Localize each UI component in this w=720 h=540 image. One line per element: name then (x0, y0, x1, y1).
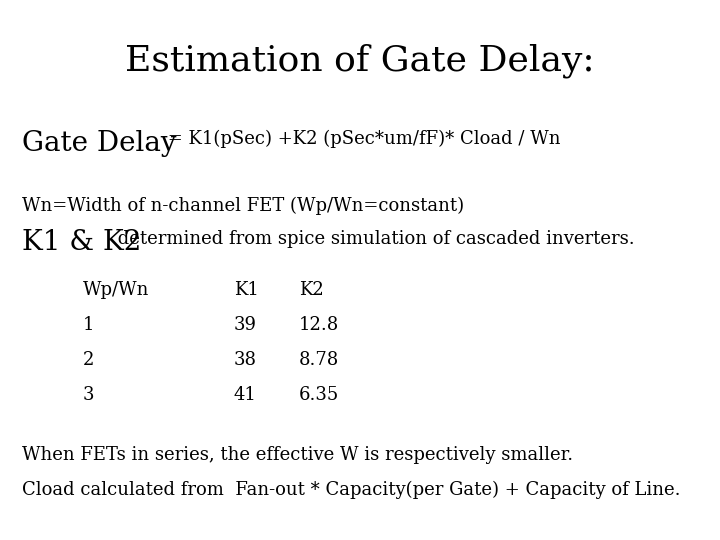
Text: Gate Delay: Gate Delay (22, 130, 176, 157)
Text: 39: 39 (234, 316, 257, 334)
Text: K2: K2 (299, 281, 323, 299)
Text: 2: 2 (83, 351, 94, 369)
Text: K1: K1 (234, 281, 259, 299)
Text: determined from spice simulation of cascaded inverters.: determined from spice simulation of casc… (112, 230, 634, 247)
Text: Wn=Width of n-channel FET (Wp/Wn=constant): Wn=Width of n-channel FET (Wp/Wn=constan… (22, 197, 464, 215)
Text: 38: 38 (234, 351, 257, 369)
Text: Wp/Wn: Wp/Wn (83, 281, 149, 299)
Text: Estimation of Gate Delay:: Estimation of Gate Delay: (125, 43, 595, 78)
Text: 8.78: 8.78 (299, 351, 339, 369)
Text: = K1(pSec) +K2 (pSec*um/fF)* Cload / Wn: = K1(pSec) +K2 (pSec*um/fF)* Cload / Wn (162, 130, 560, 148)
Text: 3: 3 (83, 386, 94, 404)
Text: Cload calculated from  Fan-out * Capacity(per Gate) + Capacity of Line.: Cload calculated from Fan-out * Capacity… (22, 481, 680, 499)
Text: 6.35: 6.35 (299, 386, 339, 404)
Text: When FETs in series, the effective W is respectively smaller.: When FETs in series, the effective W is … (22, 446, 572, 463)
Text: 1: 1 (83, 316, 94, 334)
Text: 41: 41 (234, 386, 257, 404)
Text: 12.8: 12.8 (299, 316, 339, 334)
Text: K1 & K2: K1 & K2 (22, 230, 141, 256)
